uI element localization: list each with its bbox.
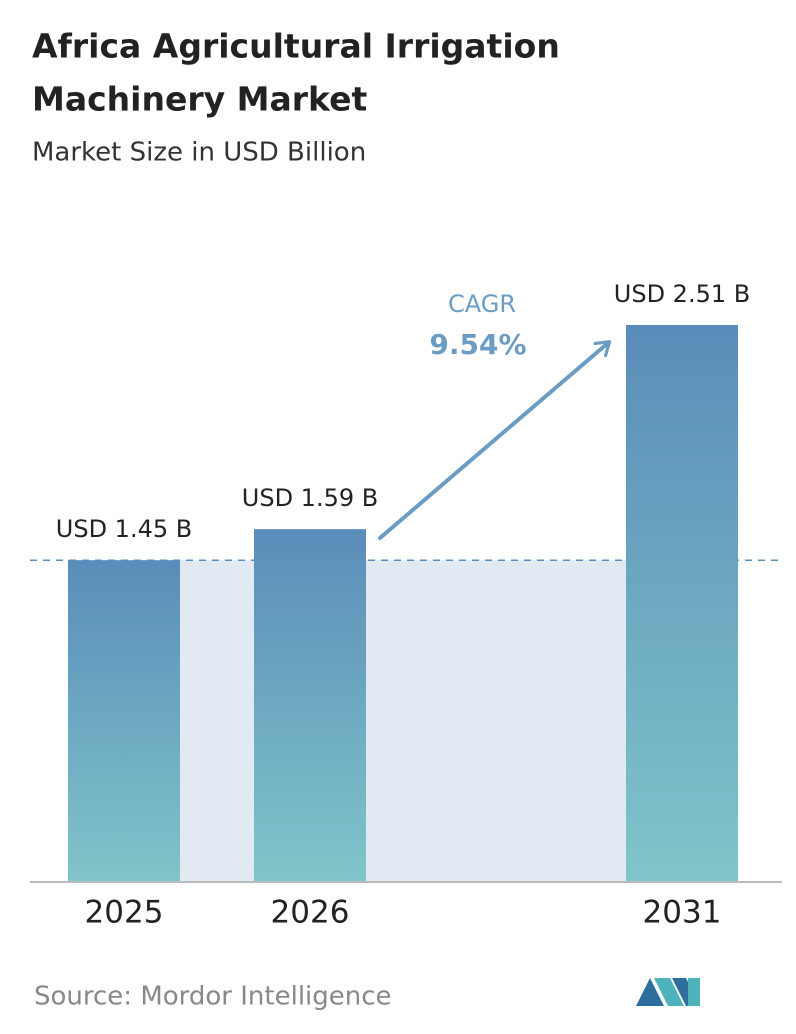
x-tick-label: 2026 [271, 895, 350, 931]
value-label: USD 2.51 B [614, 280, 750, 308]
bar [254, 529, 366, 882]
value-label: USD 1.59 B [242, 484, 378, 512]
chart-title: Africa Agricultural Irrigation [32, 27, 560, 66]
bar [68, 560, 180, 882]
bar [626, 325, 738, 882]
cagr-label: CAGR [448, 290, 516, 318]
cagr-arrow [378, 340, 612, 540]
chart-title: Machinery Market [32, 80, 367, 119]
logo [636, 978, 700, 1006]
chart-subtitle: Market Size in USD Billion [32, 138, 366, 168]
source: Source: Mordor Intelligence [34, 982, 392, 1012]
cagr-value: 9.54% [429, 328, 526, 361]
plot: USD 1.45 B 2025 USD 1.59 B 2026 USD 2.51 B 20… [30, 280, 782, 931]
x-tick-label: 2025 [85, 895, 164, 931]
value-label: USD 1.45 B [56, 515, 192, 543]
x-tick-label: 2031 [643, 895, 722, 931]
